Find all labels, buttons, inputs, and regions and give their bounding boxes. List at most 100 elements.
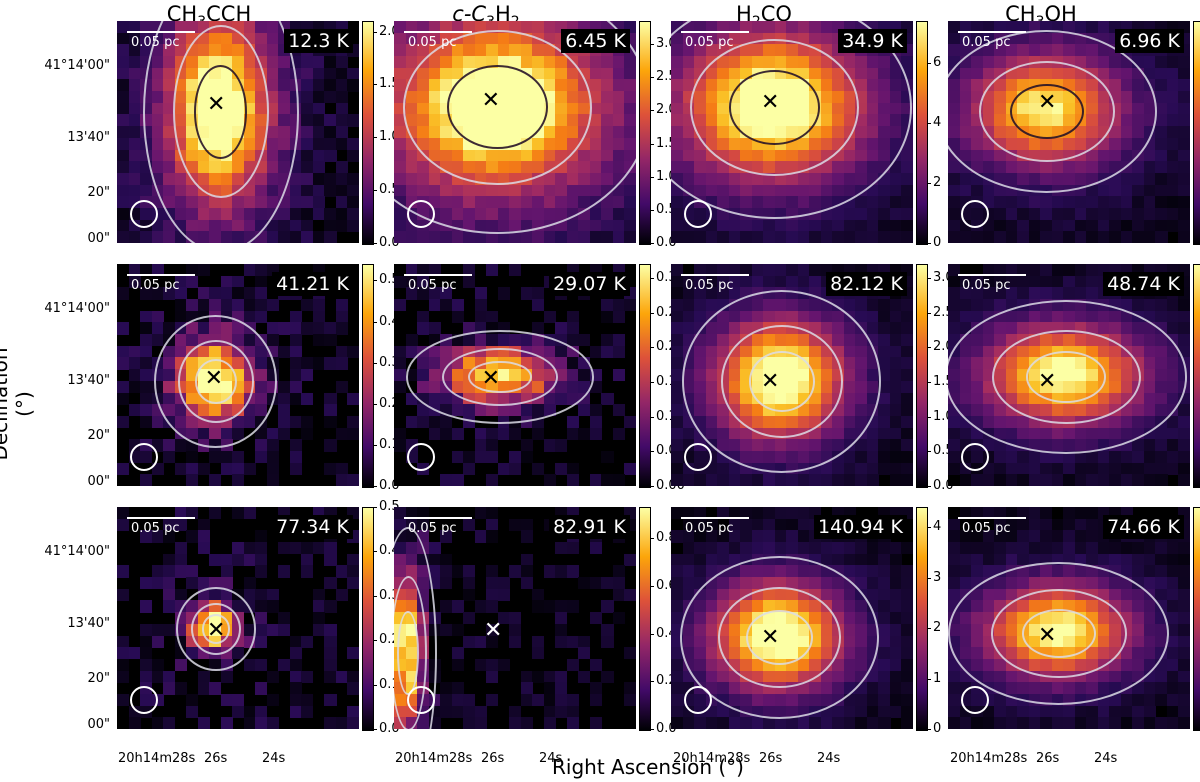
map-pixel bbox=[1155, 207, 1168, 221]
map-pixel bbox=[855, 196, 868, 209]
map-pixel bbox=[889, 334, 903, 347]
map-pixel bbox=[117, 137, 130, 151]
map-pixel bbox=[774, 542, 787, 555]
map-pixel bbox=[774, 264, 787, 277]
map-pixel bbox=[555, 682, 568, 695]
map-pixel bbox=[901, 299, 913, 312]
map-pixel bbox=[901, 474, 913, 486]
map-pixel bbox=[694, 553, 707, 567]
map-pixel bbox=[117, 357, 130, 370]
map-pixel bbox=[174, 439, 187, 452]
map-pixel bbox=[312, 612, 325, 625]
map-pixel bbox=[694, 231, 707, 243]
map-pixel bbox=[289, 635, 302, 648]
map-pixel bbox=[1155, 450, 1168, 464]
map-pixel bbox=[889, 693, 903, 707]
map-pixel bbox=[1155, 91, 1168, 104]
map-pixel bbox=[243, 310, 256, 324]
source-cross-marker-icon: ✕ bbox=[481, 366, 501, 392]
map-pixel bbox=[1120, 542, 1133, 555]
map-pixel bbox=[463, 275, 476, 288]
map-pixel bbox=[324, 717, 337, 729]
map-pixel bbox=[1178, 623, 1190, 637]
map-pixel bbox=[543, 439, 556, 452]
map-pixel bbox=[889, 357, 903, 370]
x-tick-ra-24-col3: 24s bbox=[817, 751, 841, 766]
map-pixel bbox=[451, 310, 464, 324]
map-pixel bbox=[474, 507, 487, 520]
map-pixel bbox=[705, 299, 718, 312]
map-pixel bbox=[140, 577, 153, 590]
map-pixel bbox=[532, 231, 545, 243]
map-pixel bbox=[255, 264, 268, 277]
scale-bar bbox=[958, 517, 1026, 519]
map-pixel bbox=[774, 231, 787, 243]
map-pixel bbox=[705, 474, 718, 486]
map-pixel bbox=[1155, 299, 1168, 312]
map-pixel bbox=[566, 705, 579, 718]
map-pixel bbox=[671, 450, 684, 464]
map-pixel bbox=[1132, 462, 1145, 475]
map-pixel bbox=[820, 231, 833, 243]
map-pixel bbox=[324, 126, 337, 139]
map-pixel bbox=[255, 565, 268, 578]
map-pixel bbox=[520, 577, 533, 590]
map-pixel bbox=[289, 380, 302, 394]
map-pixel bbox=[163, 565, 176, 578]
map-pixel bbox=[474, 658, 487, 672]
map-pixel bbox=[901, 392, 913, 405]
map-pixel bbox=[117, 231, 130, 243]
map-pixel bbox=[266, 462, 279, 475]
map-pixel bbox=[671, 380, 684, 394]
y-tick-label: 13'40" bbox=[67, 616, 110, 631]
map-pixel bbox=[117, 126, 130, 139]
map-pixel bbox=[1040, 474, 1053, 486]
map-pixel bbox=[624, 693, 636, 707]
map-pixel bbox=[889, 670, 903, 683]
map-pixel bbox=[266, 299, 279, 312]
map-pixel bbox=[312, 310, 325, 324]
x-tick-ra-26-col2: 26s bbox=[481, 751, 505, 766]
map-pixel bbox=[289, 693, 302, 707]
map-pixel bbox=[624, 299, 636, 312]
map-pixel bbox=[1074, 207, 1087, 221]
map-pixel bbox=[1155, 102, 1168, 116]
map-pixel bbox=[220, 553, 233, 567]
scale-bar-label: 0.05 pc bbox=[685, 278, 734, 293]
map-pixel bbox=[543, 474, 556, 486]
map-pixel bbox=[463, 635, 476, 648]
map-pixel bbox=[289, 439, 302, 452]
map-pixel bbox=[1132, 231, 1145, 243]
map-pixel bbox=[117, 635, 130, 648]
map-pixel bbox=[1132, 184, 1145, 197]
map-pixel bbox=[324, 207, 337, 221]
map-pixel bbox=[1132, 161, 1145, 174]
map-pixel bbox=[1178, 91, 1190, 104]
map-pixel bbox=[1166, 172, 1180, 186]
colorbar-tick-label: 4 bbox=[926, 115, 942, 130]
map-pixel bbox=[312, 334, 325, 347]
map-pixel bbox=[324, 462, 337, 475]
map-pixel bbox=[451, 474, 464, 486]
map-pixel bbox=[1120, 450, 1133, 464]
map-pixel bbox=[624, 588, 636, 602]
map-pixel bbox=[1017, 287, 1030, 300]
map-pixel bbox=[1143, 682, 1156, 695]
map-pixel bbox=[728, 717, 741, 729]
map-pixel bbox=[959, 474, 972, 486]
map-pixel bbox=[555, 565, 568, 578]
map-pixel bbox=[797, 275, 810, 288]
map-pixel bbox=[151, 322, 164, 335]
map-pixel bbox=[624, 207, 636, 221]
map-pixel bbox=[289, 196, 302, 209]
map-pixel bbox=[486, 450, 499, 464]
map-pixel bbox=[1086, 21, 1099, 34]
map-pixel bbox=[1017, 219, 1030, 232]
map-pixel bbox=[740, 474, 753, 486]
map-pixel bbox=[855, 231, 868, 243]
map-pixel bbox=[347, 114, 359, 127]
map-pixel bbox=[117, 380, 130, 394]
map-pixel bbox=[128, 91, 141, 104]
temperature-label: 12.3 K bbox=[284, 29, 353, 53]
map-pixel bbox=[1086, 207, 1099, 221]
